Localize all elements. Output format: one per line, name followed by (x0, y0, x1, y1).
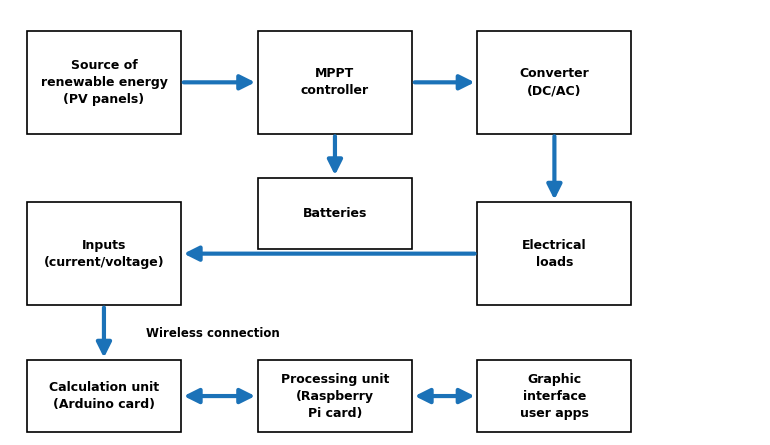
Text: Graphic
interface
user apps: Graphic interface user apps (520, 372, 589, 420)
Text: Source of
renewable energy
(PV panels): Source of renewable energy (PV panels) (41, 59, 167, 106)
Text: Wireless connection: Wireless connection (146, 327, 280, 340)
Text: Electrical
loads: Electrical loads (522, 239, 587, 269)
Text: Processing unit
(Raspberry
Pi card): Processing unit (Raspberry Pi card) (281, 372, 389, 420)
Text: Batteries: Batteries (303, 207, 367, 220)
FancyBboxPatch shape (27, 202, 181, 305)
FancyBboxPatch shape (258, 178, 412, 249)
FancyBboxPatch shape (477, 202, 631, 305)
Text: Inputs
(current/voltage): Inputs (current/voltage) (44, 239, 164, 269)
Text: Converter
(DC/AC): Converter (DC/AC) (520, 67, 589, 97)
FancyBboxPatch shape (477, 360, 631, 432)
FancyBboxPatch shape (27, 360, 181, 432)
Text: Calculation unit
(Arduino card): Calculation unit (Arduino card) (49, 381, 159, 411)
FancyBboxPatch shape (258, 31, 412, 134)
FancyBboxPatch shape (27, 31, 181, 134)
Text: MPPT
controller: MPPT controller (301, 67, 369, 97)
FancyBboxPatch shape (258, 360, 412, 432)
FancyBboxPatch shape (477, 31, 631, 134)
